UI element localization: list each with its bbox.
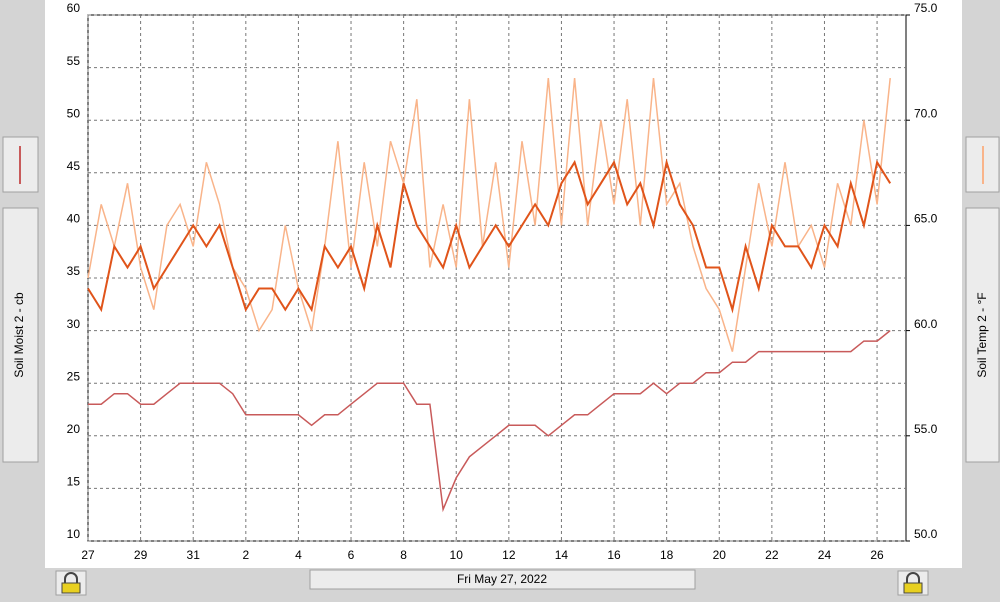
lock-icon[interactable] bbox=[897, 570, 929, 596]
date-label[interactable]: Fri May 27, 2022 bbox=[457, 572, 547, 586]
x-tick-label: 12 bbox=[502, 548, 516, 562]
data-line bbox=[87, 158, 892, 314]
lock-icon[interactable] bbox=[55, 570, 87, 596]
y2-tick-label: 55.0 bbox=[914, 422, 938, 436]
x-tick-label: 6 bbox=[348, 548, 355, 562]
axis-button[interactable] bbox=[2, 207, 39, 463]
y-tick-label: 20 bbox=[67, 422, 81, 436]
data-line bbox=[87, 78, 891, 352]
y2-tick-label: 50.0 bbox=[914, 527, 938, 541]
y-axis-label: Soil Moist 2 - cb bbox=[12, 292, 26, 378]
x-tick-label: 16 bbox=[607, 548, 621, 562]
x-tick-label: 8 bbox=[400, 548, 407, 562]
x-tick-label: 26 bbox=[870, 548, 884, 562]
x-tick-label: 4 bbox=[295, 548, 302, 562]
x-tick-label: 24 bbox=[818, 548, 832, 562]
y2-tick-label: 60.0 bbox=[914, 317, 938, 331]
x-tick-label: 22 bbox=[765, 548, 779, 562]
y-tick-label: 30 bbox=[67, 317, 81, 331]
y2-axis-label: Soil Temp 2 - °F bbox=[975, 292, 989, 377]
y-tick-label: 50 bbox=[67, 106, 81, 120]
y-tick-label: 45 bbox=[67, 159, 81, 173]
x-tick-label: 20 bbox=[713, 548, 727, 562]
y-tick-label: 10 bbox=[67, 527, 81, 541]
data-line bbox=[88, 330, 891, 513]
y-tick-label: 35 bbox=[67, 264, 81, 278]
y-tick-label: 15 bbox=[67, 475, 81, 489]
y2-tick-label: 70.0 bbox=[914, 106, 938, 120]
x-tick-label: 18 bbox=[660, 548, 674, 562]
x-tick-label: 29 bbox=[134, 548, 148, 562]
x-tick-label: 27 bbox=[81, 548, 95, 562]
axis-button[interactable] bbox=[965, 207, 1000, 463]
y2-tick-label: 75.0 bbox=[914, 1, 938, 15]
x-tick-label: 31 bbox=[187, 548, 201, 562]
date-button[interactable] bbox=[309, 569, 696, 590]
y-tick-label: 55 bbox=[67, 54, 81, 68]
y-tick-label: 60 bbox=[67, 1, 81, 15]
y-tick-label: 25 bbox=[67, 369, 81, 383]
y-tick-label: 40 bbox=[67, 212, 81, 226]
x-tick-label: 14 bbox=[555, 548, 569, 562]
x-tick-label: 2 bbox=[242, 548, 249, 562]
y2-tick-label: 65.0 bbox=[914, 212, 938, 226]
x-tick-label: 10 bbox=[450, 548, 464, 562]
